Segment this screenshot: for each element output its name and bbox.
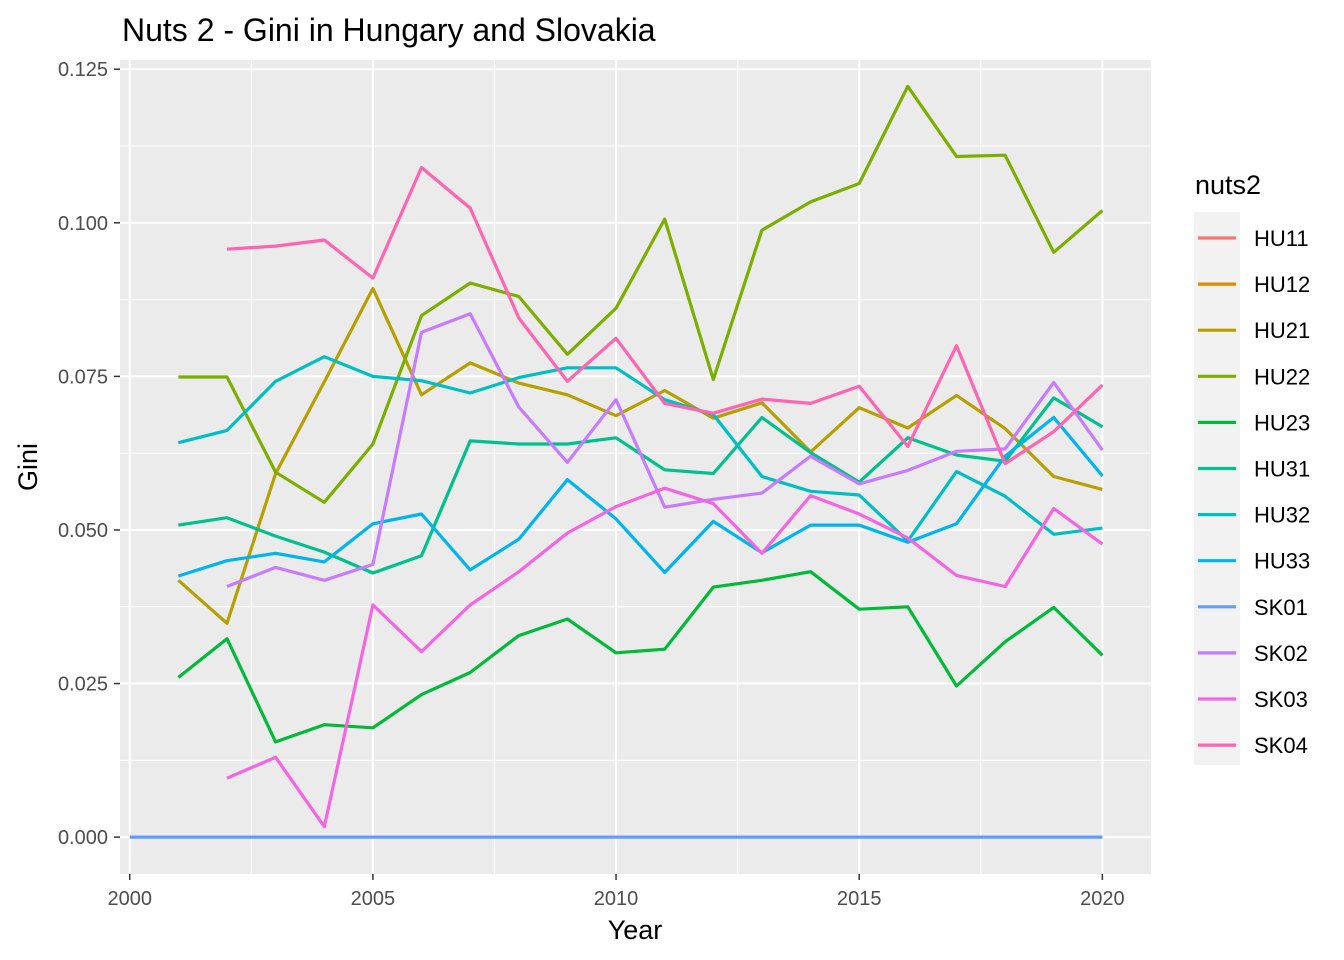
chart-title: Nuts 2 - Gini in Hungary and Slovakia [122,12,656,48]
y-tick-label: 0.075 [58,366,108,388]
series-line-hu22 [178,84,1104,504]
y-tick-label: 0.000 [58,827,108,849]
y-tick-label: 0.050 [58,520,108,542]
legend-label-hu11: HU11 [1254,226,1309,251]
legend-label-hu33: HU33 [1254,549,1310,574]
legend-label-hu12: HU12 [1254,272,1310,297]
legend-label-sk01: SK01 [1254,595,1308,620]
series-line-hu21 [177,286,1103,625]
y-tick-label: 0.025 [58,674,108,696]
x-tick-label: 2015 [837,888,882,910]
plot-panel [120,60,1151,874]
x-tick-label: 2020 [1080,888,1125,910]
x-tick-label: 2010 [594,888,639,910]
legend-label-sk03: SK03 [1254,687,1308,712]
y-axis-ticks: 0.000 0.025 0.050 0.075 0.100 0.125 [58,59,120,849]
series-line-hu32 [178,355,1103,543]
x-tick-label: 2005 [351,888,396,910]
legend-label-hu31: HU31 [1254,457,1310,482]
x-tick-label: 2000 [107,888,152,910]
legend-title: nuts2 [1195,170,1261,200]
x-axis-ticks: 2000 2005 2010 2015 2020 [107,874,1125,910]
series-line-hu33 [177,415,1104,578]
series-line-sk03 [226,486,1104,829]
minor-gridlines [120,60,1151,874]
legend: nuts2 HU11 HU12 HU21 HU22 HU23 HU31 HU32 HU33 SK… [1194,170,1310,765]
y-tick-label: 0.100 [58,213,108,235]
series-line-sk04 [226,165,1104,466]
legend-key-background [1194,212,1240,765]
series-line-sk02 [226,312,1104,588]
legend-label-sk02: SK02 [1254,641,1308,666]
legend-label-sk04: SK04 [1254,733,1308,758]
legend-label-hu21: HU21 [1254,318,1310,343]
legend-label-hu32: HU32 [1254,503,1310,528]
y-tick-label: 0.125 [58,59,108,81]
x-axis-title: Year [608,915,663,945]
legend-label-hu22: HU22 [1254,364,1310,389]
series-lines [129,84,1104,839]
legend-label-hu23: HU23 [1254,410,1310,435]
series-line-hu23 [177,570,1104,744]
y-axis-title: Gini [13,443,43,491]
